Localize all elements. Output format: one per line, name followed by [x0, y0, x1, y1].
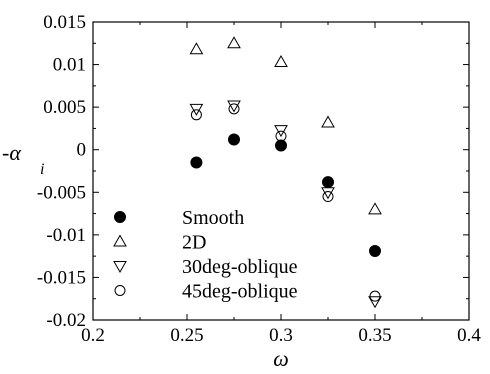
- y-tick-label: 0.005: [43, 97, 86, 118]
- legend-marker-30deg-oblique: [113, 261, 127, 274]
- x-axis-label: ω: [273, 346, 289, 371]
- data-point-30deg-oblique: [368, 296, 382, 309]
- legend-label-30deg-oblique: 30deg-oblique: [182, 256, 298, 278]
- x-tick-label: 0.2: [81, 325, 105, 346]
- data-point-smooth: [190, 156, 203, 169]
- y-tick-label: -0.02: [46, 310, 86, 331]
- data-point-45deg-oblique: [275, 130, 287, 142]
- data-point-45deg-oblique: [369, 290, 381, 302]
- y-tick-label: -0.01: [46, 225, 86, 246]
- legend-marker-smooth: [114, 211, 126, 223]
- data-point-30deg-oblique: [274, 125, 288, 138]
- data-point-45deg-oblique: [228, 103, 240, 115]
- legend-label-2d: 2D: [182, 232, 206, 254]
- data-point-2d: [368, 202, 382, 215]
- axis-ticks: [92, 21, 470, 321]
- y-axis-label-main: -α: [2, 140, 21, 165]
- x-tick-label: 0.35: [358, 325, 391, 346]
- tick-labels: 0.2 0.25 0.3 0.35 0.4 0.015 0.01 0.005 0 -0.005 -0…: [37, 12, 481, 346]
- y-tick-label: -0.015: [37, 267, 86, 288]
- x-tick-label: 0.3: [269, 325, 293, 346]
- data-point-smooth: [228, 133, 240, 146]
- data-point-smooth: [275, 139, 287, 152]
- y-tick-label: 0.015: [43, 12, 86, 33]
- data-point-45deg-oblique: [190, 109, 202, 121]
- data-point-45deg-oblique: [322, 191, 334, 203]
- x-tick-label: 0.4: [457, 325, 481, 346]
- y-tick-label: -0.005: [37, 182, 86, 203]
- y-axis-label-symbol: α: [9, 140, 21, 165]
- legend-marker-45deg-oblique: [114, 285, 126, 296]
- data-points: [189, 36, 382, 309]
- legend-label-45deg-oblique: 45deg-oblique: [182, 281, 298, 303]
- y-tick-label: 0.01: [53, 55, 86, 76]
- y-tick-label: 0: [77, 140, 87, 161]
- data-point-smooth: [369, 245, 381, 258]
- data-point-2d: [189, 42, 204, 55]
- legend-label-smooth: Smooth: [182, 207, 244, 229]
- legend-marker-2d: [113, 234, 127, 247]
- y-axis-label-prefix: -: [2, 140, 9, 165]
- y-axis-label-subscript: i: [40, 161, 44, 178]
- data-point-30deg-oblique: [227, 100, 241, 113]
- data-point-30deg-oblique: [189, 103, 204, 116]
- data-point-2d: [321, 115, 335, 128]
- data-point-2d: [227, 36, 241, 49]
- data-point-smooth: [322, 176, 334, 189]
- x-tick-label: 0.25: [170, 325, 203, 346]
- data-point-2d: [274, 55, 288, 68]
- y-axis-label: -α i: [2, 140, 44, 178]
